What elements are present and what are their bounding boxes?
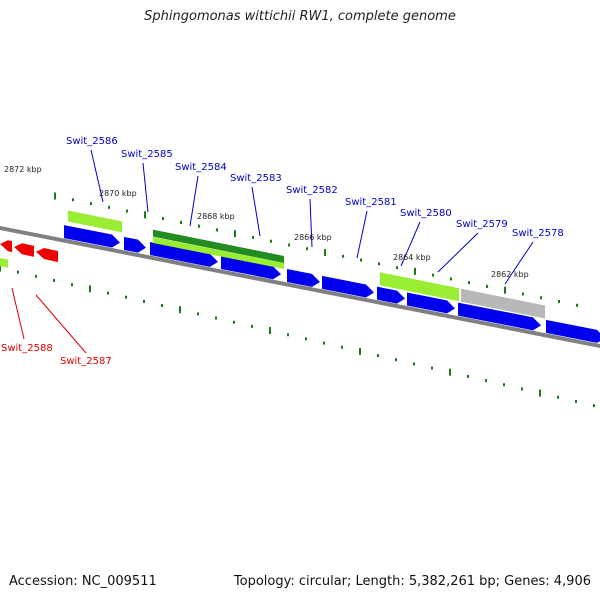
gene-label: Swit_2578 — [512, 228, 564, 239]
forward-gene-arrow — [287, 268, 320, 287]
gene-label: Swit_2582 — [286, 185, 338, 196]
gene-label: Swit_2584 — [175, 162, 227, 173]
gene-label: Swit_2586 — [66, 136, 118, 147]
feature-bar-light — [380, 272, 459, 302]
ruler-kbp-label: 2870 kbp — [99, 189, 137, 198]
gene-label: Swit_2583 — [230, 173, 282, 184]
feature-bar-light — [0, 258, 8, 268]
forward-gene-arrow — [221, 255, 281, 280]
forward-gene-arrow — [407, 292, 455, 314]
genome-summary-text: Topology: circular; Length: 5,382,261 bp… — [233, 574, 591, 589]
gene-label: Swit_2580 — [400, 208, 452, 219]
gene-leader-line — [400, 221, 421, 267]
feature-bar-light — [153, 237, 284, 269]
accession-text: Accession: NC_009511 — [9, 574, 157, 589]
reverse-gene-arrow — [36, 248, 58, 263]
forward-gene-arrow — [150, 242, 218, 267]
ruler-kbp-label: 2862 kbp — [491, 270, 529, 279]
gene-leader-line — [189, 175, 199, 227]
gene-leader-line — [309, 198, 313, 248]
gene-label: Swit_2581 — [345, 197, 397, 208]
gene-leader-line — [251, 186, 261, 237]
ruler-kbp-label: 2866 kbp — [294, 233, 332, 242]
forward-gene-arrow — [377, 286, 405, 304]
gene-label: Swit_2579 — [456, 219, 508, 230]
gene-leader-line — [35, 294, 87, 354]
gene-leader-line — [356, 210, 368, 259]
ruler-kbp-label: 2868 kbp — [197, 212, 235, 221]
gene-leader-line — [90, 149, 104, 203]
forward-gene-arrow — [322, 275, 374, 298]
gene-label: Swit_2585 — [121, 149, 173, 160]
gene-leader-line — [142, 162, 149, 213]
forward-gene-arrow — [458, 302, 541, 331]
forward-gene-arrow — [124, 236, 146, 253]
forward-gene-arrow — [64, 225, 120, 248]
gene-leader-line — [504, 241, 534, 285]
feature-bar-light — [68, 210, 122, 233]
feature-bar-gray — [461, 288, 545, 319]
gene-leader-line — [437, 232, 479, 273]
gene-leader-line — [11, 287, 25, 340]
genome-backbone — [0, 225, 600, 349]
gene-label: Swit_2588 — [1, 343, 53, 354]
reverse-gene-arrow — [14, 243, 34, 257]
ruler-kbp-label: 2864 kbp — [393, 253, 431, 262]
forward-gene-arrow — [546, 319, 600, 343]
feature-bar-dark — [153, 229, 284, 263]
ruler-kbp-label: 2872 kbp — [4, 165, 42, 174]
reverse-gene-arrow — [0, 240, 12, 253]
gene-label: Swit_2587 — [60, 356, 112, 367]
genome-title: Sphingomonas wittichii RW1, complete gen… — [144, 9, 456, 24]
